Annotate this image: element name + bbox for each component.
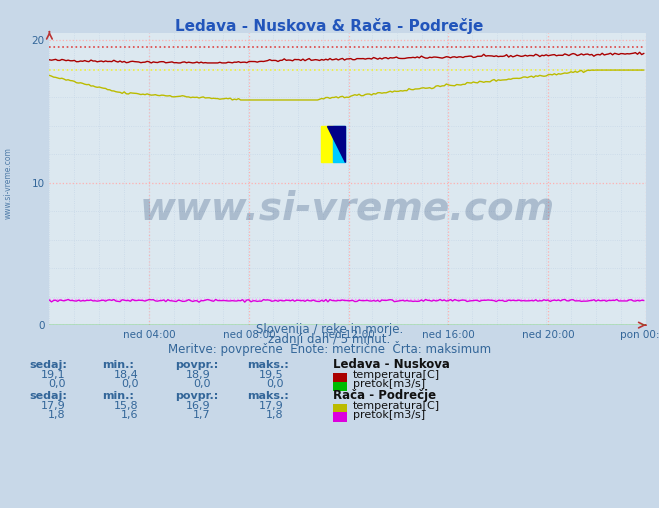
Polygon shape (327, 126, 345, 162)
Text: sedaj:: sedaj: (30, 360, 67, 370)
Text: 1,8: 1,8 (48, 409, 66, 420)
Polygon shape (333, 126, 345, 162)
Text: pretok[m3/s]: pretok[m3/s] (353, 409, 424, 420)
Text: Meritve: povprečne  Enote: metrične  Črta: maksimum: Meritve: povprečne Enote: metrične Črta:… (168, 341, 491, 356)
Text: 1,7: 1,7 (193, 409, 211, 420)
Text: 0,0: 0,0 (193, 379, 211, 389)
Text: maks.:: maks.: (247, 360, 289, 370)
Text: 1,6: 1,6 (121, 409, 138, 420)
Text: 15,8: 15,8 (114, 401, 138, 411)
Text: www.si-vreme.com: www.si-vreme.com (140, 189, 556, 227)
Text: sedaj:: sedaj: (30, 391, 67, 401)
Text: maks.:: maks.: (247, 391, 289, 401)
Text: Slovenija / reke in morje.: Slovenija / reke in morje. (256, 323, 403, 336)
Text: temperatura[C]: temperatura[C] (353, 401, 440, 411)
Text: zadnji dan / 5 minut.: zadnji dan / 5 minut. (268, 333, 391, 346)
Text: 0,0: 0,0 (266, 379, 283, 389)
Text: Ledava - Nuskova: Ledava - Nuskova (333, 358, 449, 371)
Text: min.:: min.: (102, 391, 134, 401)
Text: 16,9: 16,9 (186, 401, 211, 411)
Text: 0,0: 0,0 (48, 379, 66, 389)
Text: 18,9: 18,9 (186, 370, 211, 380)
Text: pretok[m3/s]: pretok[m3/s] (353, 379, 424, 389)
Text: Rača - Podrečje: Rača - Podrečje (333, 389, 436, 402)
Text: 0,0: 0,0 (121, 379, 138, 389)
Text: 17,9: 17,9 (258, 401, 283, 411)
Polygon shape (321, 126, 333, 162)
Text: 19,5: 19,5 (259, 370, 283, 380)
Text: temperatura[C]: temperatura[C] (353, 370, 440, 380)
Text: min.:: min.: (102, 360, 134, 370)
Text: 17,9: 17,9 (41, 401, 66, 411)
Text: Ledava - Nuskova & Rača - Podrečje: Ledava - Nuskova & Rača - Podrečje (175, 18, 484, 34)
Text: povpr.:: povpr.: (175, 360, 218, 370)
Text: www.si-vreme.com: www.si-vreme.com (3, 147, 13, 219)
Text: povpr.:: povpr.: (175, 391, 218, 401)
Text: 19,1: 19,1 (42, 370, 66, 380)
Text: 18,4: 18,4 (113, 370, 138, 380)
Text: 1,8: 1,8 (266, 409, 283, 420)
